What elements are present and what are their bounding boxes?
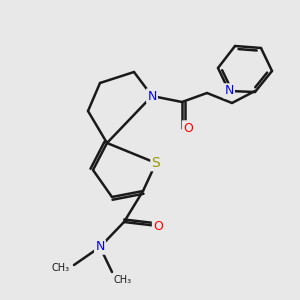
Text: O: O: [183, 122, 193, 134]
Text: N: N: [224, 85, 234, 98]
Text: CH₃: CH₃: [52, 263, 70, 273]
Text: O: O: [153, 220, 163, 232]
Text: S: S: [152, 156, 160, 170]
Text: CH₃: CH₃: [114, 275, 132, 285]
Text: N: N: [95, 241, 105, 254]
Text: N: N: [147, 89, 157, 103]
